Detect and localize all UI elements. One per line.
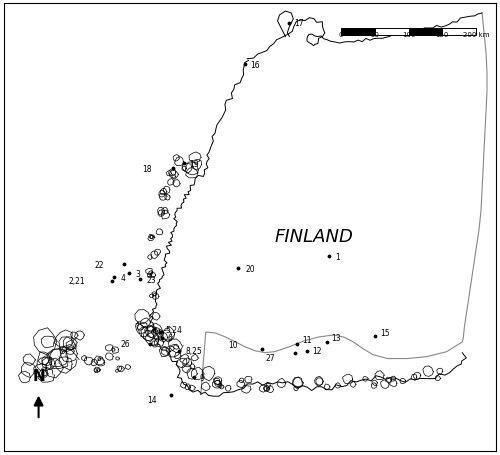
Text: 12: 12 xyxy=(312,346,322,355)
Text: 200 km: 200 km xyxy=(463,31,489,38)
Text: 17: 17 xyxy=(294,19,304,28)
Text: 19: 19 xyxy=(189,159,198,168)
Text: 20: 20 xyxy=(245,264,254,273)
Text: 1: 1 xyxy=(336,253,340,261)
Text: 16: 16 xyxy=(250,61,260,69)
Text: 14: 14 xyxy=(147,395,156,404)
Text: 15: 15 xyxy=(380,328,390,337)
Text: FINLAND: FINLAND xyxy=(274,228,353,245)
Text: 5,24: 5,24 xyxy=(166,325,182,334)
Text: 50: 50 xyxy=(370,31,379,38)
Bar xyxy=(408,29,442,35)
Text: 26: 26 xyxy=(120,339,130,349)
Text: 18: 18 xyxy=(142,164,152,173)
Text: 13: 13 xyxy=(332,334,341,343)
Text: 9: 9 xyxy=(200,373,204,382)
Text: 6: 6 xyxy=(168,334,172,343)
Text: 2,21: 2,21 xyxy=(68,277,85,286)
Bar xyxy=(375,29,408,35)
Bar xyxy=(442,29,476,35)
Text: 4: 4 xyxy=(120,273,125,282)
Text: 3: 3 xyxy=(135,269,140,278)
Text: N: N xyxy=(32,368,45,383)
Text: 11: 11 xyxy=(302,336,312,344)
Text: 100: 100 xyxy=(402,31,415,38)
Text: 23: 23 xyxy=(147,275,156,284)
Text: 27: 27 xyxy=(266,353,276,362)
Text: 0: 0 xyxy=(338,31,343,38)
Text: 150: 150 xyxy=(436,31,449,38)
Text: 10: 10 xyxy=(228,340,238,349)
Bar xyxy=(341,29,375,35)
Text: 22: 22 xyxy=(95,260,104,269)
Text: 7: 7 xyxy=(134,322,139,331)
Text: 8,25: 8,25 xyxy=(185,346,202,355)
